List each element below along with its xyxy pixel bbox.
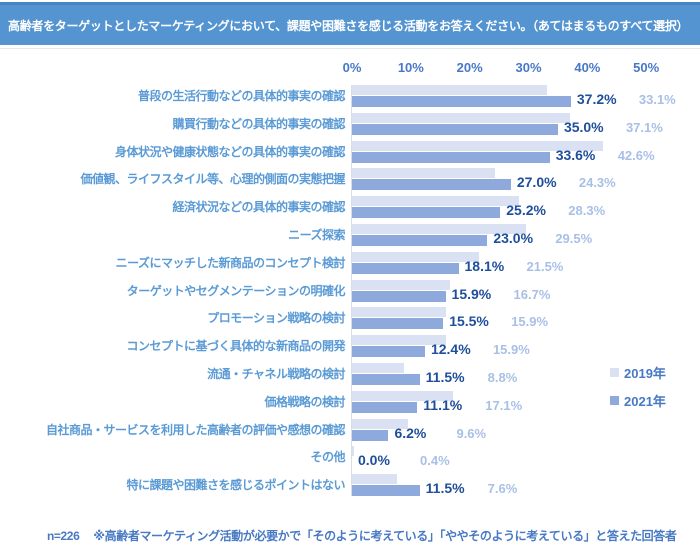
value-label-2019: 9.6% — [456, 425, 487, 441]
value-label-2019: 33.1% — [638, 92, 676, 107]
bar-2021 — [352, 123, 558, 135]
value-label-2019: 0.4% — [420, 453, 450, 469]
legend-label-2019: 2019年 — [624, 366, 666, 381]
bar-2019 — [352, 112, 571, 123]
value-label-2021: 12.4% — [430, 341, 471, 358]
bar-2021 — [352, 374, 420, 385]
value-label-2019: 7.6% — [487, 481, 518, 497]
legend-label-2021: 2021年 — [624, 394, 666, 409]
value-label-2019: 16.7% — [513, 286, 551, 302]
value-label-2021: 37.2% — [576, 91, 617, 107]
footnote-text: ※高齢者マーケティング活動が必要かで「そのように考えている」「ややそのように考え… — [93, 529, 677, 543]
category-label: 経済状況などの具体的事実の確認 — [172, 200, 345, 215]
y-axis-line — [351, 85, 352, 497]
axis-tick: 40% — [574, 60, 601, 75]
value-label-2021: 23.0% — [493, 230, 534, 246]
value-label-2021: 11.5% — [425, 480, 465, 497]
bar-2019 — [352, 335, 446, 346]
chart-title: 高齢者をターゲットとしたマーケティングにおいて、課題や困難さを感じる活動をお答え… — [8, 18, 689, 33]
bar-2019 — [352, 279, 451, 290]
value-label-2019: 29.5% — [555, 231, 593, 246]
value-label-2019: 42.6% — [617, 147, 655, 163]
bar-2019 — [352, 474, 397, 485]
category-label: プロモーション戦略の検討 — [207, 311, 345, 326]
legend-item-2021: 2021年 — [610, 391, 666, 410]
value-label-2019: 21.5% — [526, 258, 564, 274]
category-label: コンセプトに基づく具体的な新商品の開発 — [126, 339, 345, 354]
category-label: ターゲットやセグメンテーションの明確化 — [126, 283, 346, 298]
value-label-2019: 15.9% — [492, 342, 530, 358]
bar-2021 — [352, 346, 425, 358]
axis-tick: 50% — [633, 60, 660, 75]
value-label-2021: 15.9% — [451, 285, 492, 302]
value-label-2019: 8.8% — [487, 370, 518, 385]
category-label: ニーズ探索 — [288, 228, 345, 242]
sample-size: n=226 — [47, 529, 80, 543]
bar-2021 — [352, 235, 488, 246]
chart-title-bar: 高齢者をターゲットとしたマーケティングにおいて、課題や困難さを感じる活動をお答え… — [0, 2, 700, 45]
category-label: 購買行動などの具体的事実の確認 — [172, 116, 345, 131]
axis-tick: 10% — [397, 60, 424, 75]
value-label-2021: 11.1% — [423, 396, 463, 413]
bar-2021 — [352, 151, 550, 163]
category-label: 価格戦略の検討 — [264, 394, 345, 409]
legend-swatch-2021-icon — [610, 396, 619, 405]
value-label-2019: 17.1% — [485, 397, 523, 413]
bar-2019 — [352, 196, 519, 207]
category-label: 普段の生活行動などの具体的事実の確認 — [137, 89, 346, 103]
axis-tick: 0% — [342, 60, 362, 75]
bar-2019 — [352, 363, 404, 373]
axis-tick: 30% — [515, 60, 542, 75]
value-label-2021: 27.0% — [516, 174, 557, 191]
bar-2019 — [352, 446, 355, 457]
value-label-2021: 33.6% — [555, 146, 596, 163]
bar-2021 — [352, 290, 446, 302]
category-label: その他 — [310, 450, 345, 465]
value-label-2019: 24.3% — [578, 175, 616, 191]
bar-2019 — [352, 251, 479, 262]
legend-item-2019: 2019年 — [610, 363, 666, 382]
category-label: 流通・チャネル戦略の検討 — [207, 367, 345, 381]
bar-2019 — [352, 140, 603, 151]
bar-2021 — [352, 179, 511, 191]
legend-swatch-2019-icon — [610, 368, 619, 377]
category-label: ニーズにマッチした新商品のコンセプト検討 — [115, 255, 346, 270]
bar-2021 — [352, 262, 459, 274]
value-label-2021: 11.5% — [425, 369, 465, 385]
bar-2019 — [352, 418, 409, 429]
bar-2019 — [352, 307, 446, 318]
value-label-2021: 18.1% — [464, 257, 505, 274]
value-label-2019: 28.3% — [568, 203, 606, 219]
title-divider — [0, 48, 700, 49]
bar-2019 — [352, 85, 547, 95]
value-label-2021: 6.2% — [394, 424, 427, 441]
bar-2021 — [352, 429, 389, 441]
value-label-2021: 0.0% — [358, 452, 390, 469]
category-label: 特に課題や困難さを感じるポイントはない — [126, 478, 345, 493]
axis-tick: 20% — [456, 60, 483, 75]
value-label-2019: 37.1% — [625, 119, 663, 135]
value-label-2021: 35.0% — [563, 118, 604, 135]
bar-2019 — [352, 390, 453, 401]
footnote: n=226 ※高齢者マーケティング活動が必要かで「そのように考えている」「ややその… — [47, 527, 697, 544]
bar-2021 — [352, 485, 420, 497]
category-label: 自社商品・サービスを利用した高齢者の評価や感想の確認 — [45, 422, 346, 437]
category-label: 価値観、ライフスタイル等、心理的側面の実態把握 — [80, 172, 345, 187]
bar-2019 — [352, 168, 495, 179]
bar-2021 — [352, 401, 418, 413]
value-label-2021: 25.2% — [506, 202, 546, 219]
value-label-2019: 15.9% — [511, 314, 549, 330]
value-label-2021: 15.5% — [449, 313, 489, 330]
category-label: 身体状況や健康状態などの具体的事実の確認 — [114, 144, 346, 159]
bar-2021 — [352, 96, 571, 107]
bar-2019 — [352, 224, 526, 234]
bar-2021 — [352, 207, 501, 219]
bar-2021 — [352, 318, 444, 330]
